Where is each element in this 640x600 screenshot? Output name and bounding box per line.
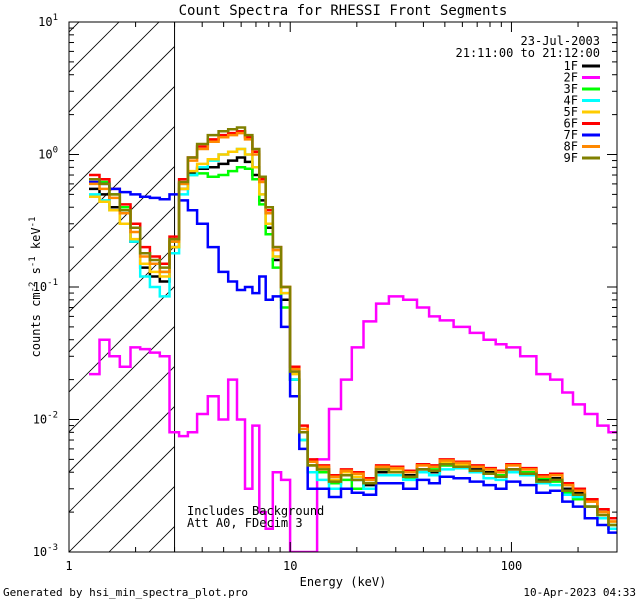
y-tick-label: 10-2 [33, 411, 58, 427]
series-line-2F [89, 295, 617, 552]
x-tick-label: 1 [65, 559, 72, 573]
legend-label-9F: 9F [564, 151, 578, 165]
legend-label-3F: 3F [564, 82, 578, 96]
y-tick-label: 10-1 [33, 278, 58, 294]
generated-by: Generated by hsi_min_spectra_plot.pro [3, 586, 248, 599]
legend-label-8F: 8F [564, 140, 578, 154]
y-tick-label: 101 [38, 13, 58, 29]
series-line-6F [89, 129, 617, 520]
annotation-background: Includes Background [187, 504, 324, 518]
hatch-line [69, 45, 175, 153]
y-tick-labels: 10-3 10-2 10-1 100 101 [33, 13, 58, 559]
plot-time-range: 21:11:00 to 21:12:00 [456, 46, 601, 60]
series-line-8F [89, 131, 617, 523]
hatch-line [108, 485, 175, 552]
x-tick-labels: 1 10 100 [65, 559, 522, 573]
legend-label-2F: 2F [564, 71, 578, 85]
x-tick-label: 100 [501, 559, 523, 573]
series-lines [89, 126, 617, 552]
plot-date: 23-Jul-2003 [521, 34, 600, 48]
y-tick-label: 100 [38, 146, 58, 162]
hatch-line [69, 365, 175, 473]
axis-ticks [68, 22, 618, 553]
legend-label-5F: 5F [564, 105, 578, 119]
y-tick-label: 10-3 [33, 543, 58, 559]
generated-date: 10-Apr-2023 04:33 [523, 586, 636, 599]
legend-label-6F: 6F [564, 117, 578, 131]
series-line-7F [89, 180, 617, 534]
legend-label-1F: 1F [564, 59, 578, 73]
hatch-line [69, 405, 175, 513]
chart-title: Count Spectra for RHESSI Front Segments [179, 3, 508, 19]
x-axis-label: Energy (keV) [300, 575, 387, 589]
x-tick-label: 10 [283, 559, 297, 573]
legend-label-4F: 4F [564, 94, 578, 108]
annotation-attenuator: Att A0, FDecim 3 [187, 516, 303, 530]
series-line-9F [89, 126, 617, 527]
series-line-5F [89, 147, 617, 523]
y-axis-label: counts cm-2 s-1 keV-1 [28, 217, 43, 358]
hatch-line [69, 165, 175, 273]
legend-label-7F: 7F [564, 128, 578, 142]
